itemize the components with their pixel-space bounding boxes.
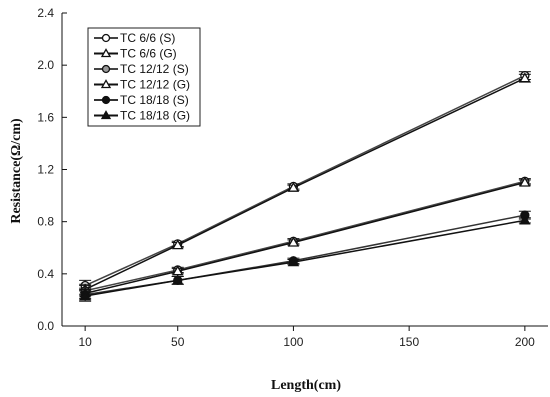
y-tick-label: 0.0 — [37, 319, 54, 333]
series-4 — [79, 210, 531, 301]
series-line — [85, 219, 525, 297]
legend-label: TC 6/6 (G) — [120, 47, 177, 61]
y-tick-label: 1.2 — [37, 163, 54, 177]
legend-swatch-marker — [100, 110, 112, 120]
legend-swatch-marker — [100, 79, 112, 89]
data-point — [519, 176, 531, 187]
legend-swatch-marker — [101, 95, 111, 105]
legend: TC 6/6 (S) TC 6/6 (G)TC 12/12 (S) TC 12/12… — [87, 27, 201, 127]
y-tick-label: 2.4 — [37, 6, 54, 20]
data-point — [171, 239, 184, 250]
y-tick-label: 0.8 — [37, 215, 54, 229]
x-ticks: 10 50 100 150 200 — [78, 326, 535, 349]
y-tick-label: 0.4 — [37, 267, 54, 281]
data-point — [287, 256, 300, 267]
legend-label: TC 12/12 (S) — [120, 62, 189, 76]
data-point — [171, 274, 184, 285]
y-tick-label: 1.6 — [37, 110, 54, 124]
x-tick-label: 100 — [283, 335, 303, 349]
y-ticks: 0.0 0.4 0.8 1.2 1.6 2.0 2.4 — [37, 6, 67, 333]
legend-swatch-marker — [100, 48, 112, 58]
y-tick-label: 2.0 — [37, 58, 54, 72]
legend-label: TC 18/18 (G) — [120, 109, 190, 123]
x-axis-title: Length(cm) — [271, 378, 341, 393]
series-line — [84, 180, 526, 292]
legend-swatch-marker — [101, 64, 111, 74]
data-point — [519, 72, 531, 83]
legend-label: TC 12/12 (G) — [120, 78, 190, 92]
series-line — [85, 214, 526, 296]
y-axis-title: Resistance(Ω/cm) — [9, 118, 24, 224]
plot-area — [79, 70, 531, 302]
legend-label: TC 6/6 (S) — [120, 31, 175, 45]
x-tick-label: 150 — [399, 335, 419, 349]
x-tick-label: 50 — [171, 335, 185, 349]
legend-swatch-marker — [101, 33, 111, 43]
x-tick-label: 200 — [515, 335, 535, 349]
series-line — [84, 77, 526, 291]
legend-label: TC 18/18 (S) — [120, 93, 189, 107]
series-line — [84, 74, 526, 287]
series-5 — [79, 214, 531, 302]
data-point — [287, 181, 300, 192]
data-point — [79, 290, 91, 301]
data-point — [287, 236, 300, 247]
series-line — [84, 181, 526, 295]
data-point — [519, 214, 531, 225]
legend-box — [87, 27, 201, 127]
x-tick-label: 10 — [78, 335, 92, 349]
